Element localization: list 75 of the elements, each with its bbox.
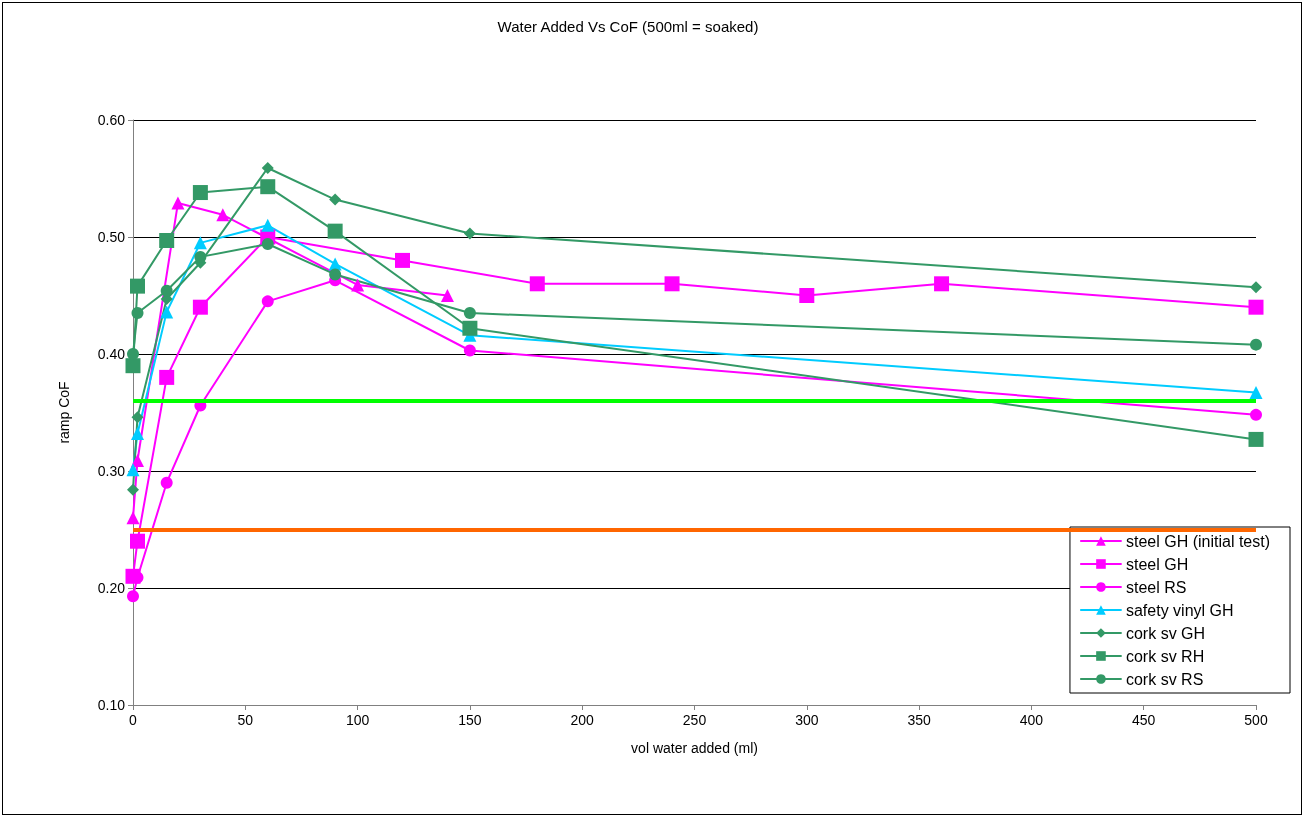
point <box>260 179 276 195</box>
legend-label: steel GH (initial test) <box>1125 532 1271 550</box>
x-tick-label: 250 <box>682 712 707 728</box>
point <box>462 320 478 336</box>
point <box>463 307 476 320</box>
point <box>463 227 476 240</box>
point <box>160 305 174 319</box>
point <box>261 218 275 232</box>
point <box>127 348 139 360</box>
point <box>440 289 454 302</box>
legend-label: safety vinyl GH <box>1125 601 1234 619</box>
point <box>127 483 139 496</box>
point <box>799 288 815 303</box>
point <box>192 299 208 315</box>
point <box>1250 281 1262 294</box>
point <box>329 268 342 281</box>
chart-title: Water Added Vs CoF (500ml = soaked) <box>497 18 759 35</box>
point <box>261 295 274 308</box>
point <box>351 278 365 292</box>
point <box>327 223 343 239</box>
point <box>127 590 139 603</box>
x-tick-label: 400 <box>1019 712 1044 728</box>
y-tick-label: 0.60 <box>97 112 126 128</box>
point <box>529 276 545 292</box>
point <box>1250 338 1262 351</box>
point <box>160 476 173 489</box>
point <box>395 252 411 268</box>
point <box>130 427 144 441</box>
point <box>159 369 175 385</box>
x-tick-label: 500 <box>1244 712 1268 728</box>
point <box>1248 431 1264 447</box>
point <box>130 453 144 467</box>
point <box>1248 299 1264 315</box>
point <box>1250 408 1262 421</box>
x-axis-title: vol water added (ml) <box>631 740 758 756</box>
point <box>125 358 141 374</box>
point <box>463 344 476 357</box>
x-tick-label: 200 <box>570 712 595 728</box>
point <box>171 196 185 210</box>
legend-label: cork sv GH <box>1125 624 1206 642</box>
y-tick-label: 0.10 <box>97 697 126 713</box>
point <box>934 276 950 292</box>
x-tick-label: 0 <box>129 712 138 728</box>
point <box>216 208 230 222</box>
point <box>664 276 680 292</box>
point <box>160 284 173 297</box>
legend-label: cork sv RH <box>1125 647 1205 665</box>
point <box>126 511 140 525</box>
x-tick-label: 100 <box>345 712 370 728</box>
x-tick-label: 450 <box>1132 712 1156 728</box>
point <box>129 278 145 294</box>
y-tick-label: 0.30 <box>97 463 126 479</box>
point <box>126 463 140 477</box>
x-tick-label: 350 <box>907 712 931 728</box>
point <box>129 533 145 549</box>
point <box>193 236 207 250</box>
point <box>192 185 208 201</box>
x-tick-label: 50 <box>237 712 254 728</box>
point <box>131 307 144 320</box>
x-tick-label: 300 <box>795 712 819 728</box>
point <box>194 250 207 263</box>
y-tick-label: 0.50 <box>97 229 126 245</box>
point <box>261 161 274 174</box>
point <box>1249 386 1263 400</box>
y-tick-label: 0.20 <box>97 580 126 596</box>
legend-label: steel RS <box>1125 578 1187 596</box>
legend-label: steel GH <box>1125 555 1189 573</box>
x-tick-label: 150 <box>458 712 482 728</box>
point <box>159 233 175 249</box>
y-axis-title: ramp CoF <box>56 381 72 444</box>
point <box>261 238 274 251</box>
y-tick-label: 0.40 <box>97 346 126 362</box>
point <box>329 193 342 206</box>
point <box>131 411 144 424</box>
legend-label: cork sv RS <box>1125 670 1204 688</box>
